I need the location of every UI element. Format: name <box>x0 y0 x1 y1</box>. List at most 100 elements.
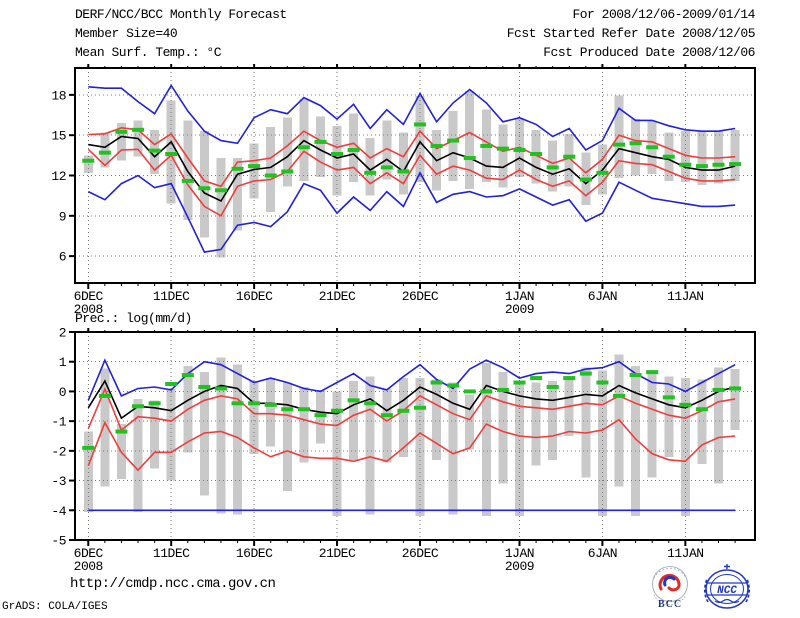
ensemble-spread-bar <box>714 367 724 484</box>
x-tick-label: 11DEC <box>153 546 190 561</box>
ensemble-spread-bar <box>233 158 243 231</box>
series-lower-quartile <box>87 148 736 217</box>
bcc-logo-bottom-text-arc <box>653 594 687 606</box>
ensemble-spread-bar <box>448 382 458 515</box>
ncc-logo-wreath-left <box>703 578 709 603</box>
x-tick-label: 26DEC <box>402 289 439 304</box>
x-tick-label: 11JAN <box>667 546 704 561</box>
ensemble-spread-bar <box>216 158 226 258</box>
header-left: DERF/NCC/BCC Monthly Forecast Member Siz… <box>75 5 287 62</box>
ncc-logo-band <box>707 582 747 596</box>
produced-date-label: Fcst Produced Date 2008/12/06 <box>543 45 755 60</box>
y-tick-label: -4 <box>51 504 66 519</box>
ensemble-spread-bar <box>597 370 607 517</box>
series-lower-quartile <box>87 418 736 472</box>
ensemble-spread-bar <box>730 129 740 181</box>
source-url: http://cmdp.ncc.cma.gov.cn <box>70 576 276 592</box>
x-tick-label: 16DEC <box>236 289 273 304</box>
y-tick-label: 12 <box>51 169 66 184</box>
series-ensemble-max <box>87 358 736 401</box>
ensemble-spread-bar <box>680 378 690 517</box>
ensemble-spread-bar <box>100 132 110 168</box>
ensemble-spread-bar <box>514 382 524 517</box>
y-tick-label: -2 <box>51 444 66 459</box>
x-tick-label: 21DEC <box>319 289 356 304</box>
x-tick-label: 21DEC <box>319 546 356 561</box>
y-tick-label: 18 <box>51 88 66 103</box>
bcc-logo-text: BCC <box>658 599 682 610</box>
y-tick-label: -3 <box>51 474 66 489</box>
plot-frame <box>74 67 756 284</box>
y-tick-label: 15 <box>51 129 66 144</box>
ncc-logo-globe-inner <box>710 574 744 604</box>
ncc-logo: NCC <box>703 564 751 609</box>
ensemble-spread-bar <box>415 378 425 517</box>
ensemble-spread-bar <box>249 143 259 199</box>
series-ensemble-median <box>87 379 736 420</box>
ensemble-spread-bar <box>465 394 475 450</box>
grads-credit: GrADS: COLA/IGES <box>2 601 108 613</box>
ncc-logo-text: NCC <box>717 585 737 597</box>
x-year-label: 2008 <box>74 302 103 313</box>
ensemble-spread-bar <box>299 386 309 463</box>
ncc-logo-ornament <box>724 564 730 569</box>
x-tick-label: 1JAN <box>505 289 534 304</box>
ensemble-spread-bar <box>631 366 641 517</box>
ensemble-spread-bar <box>315 116 325 177</box>
ensemble-spread-bar <box>647 373 657 478</box>
x-year-label: 2008 <box>74 559 103 574</box>
ensemble-spread-bar <box>365 137 375 196</box>
plot-title: DERF/NCC/BCC Monthly Forecast <box>75 7 287 22</box>
y-tick-label: 0 <box>59 385 66 400</box>
y-tick-label: -5 <box>51 534 66 549</box>
series-ensemble-min <box>87 171 736 253</box>
ensemble-spread-bar <box>531 129 541 184</box>
y-tick-label: -1 <box>51 415 66 430</box>
ensemble-spread-bar <box>531 382 541 466</box>
bcc-logo-blue-swirl <box>663 575 676 587</box>
ncc-logo-globe <box>705 569 749 609</box>
ensemble-spread-bar <box>199 131 209 238</box>
ensemble-spread-bar <box>498 372 508 484</box>
ensemble-spread-bar <box>116 123 126 161</box>
ensemble-spread-bar <box>83 431 93 512</box>
x-tick-label: 6DEC <box>74 546 104 561</box>
temp-variable-label: Mean Surf. Temp.: °C <box>75 45 222 60</box>
y-tick-label: 2 <box>59 326 66 341</box>
y-tick-label: 1 <box>59 355 67 370</box>
x-tick-label: 11JAN <box>667 289 704 304</box>
x-tick-label: 16DEC <box>236 546 273 561</box>
bcc-logo-red-swirl <box>658 573 681 592</box>
y-tick-label: 6 <box>59 250 66 265</box>
ensemble-spread-bar <box>498 124 508 188</box>
ensemble-spread-bar <box>398 378 408 457</box>
bcc-logo-char-ring <box>653 567 687 579</box>
ensemble-spread-bar <box>100 368 110 487</box>
ensemble-spread-bar <box>365 376 375 515</box>
ensemble-spread-bar <box>349 113 359 183</box>
series-upper-quartile <box>87 386 736 432</box>
x-tick-label: 11DEC <box>153 289 190 304</box>
ensemble-spread-bar <box>631 119 641 176</box>
x-tick-label: 1JAN <box>505 546 534 561</box>
ensemble-spread-bar <box>382 388 392 463</box>
x-year-label: 2009 <box>505 559 534 574</box>
header-right: For 2008/12/06-2009/01/14 Fcst Started R… <box>507 5 756 62</box>
ensemble-spread-bar <box>432 379 442 460</box>
series-ensemble-max <box>88 83 736 152</box>
ensemble-spread-bar <box>564 133 574 187</box>
ensemble-spread-bar <box>249 381 259 454</box>
x-year-label: 2009 <box>505 302 534 313</box>
ensemble-spread-bar <box>166 388 176 481</box>
ncc-logo-wreath-right <box>745 578 751 603</box>
ensemble-spread-bar <box>581 367 591 478</box>
y-tick-label: 9 <box>59 209 66 224</box>
ensemble-spread-bar <box>481 363 491 517</box>
ensemble-spread-bar <box>282 117 292 187</box>
ensemble-spread-bar <box>216 357 226 514</box>
precip-variable-label: Prec.: log(mm/d) <box>75 311 192 326</box>
ensemble-spread-bar <box>332 391 342 517</box>
ensemble-spread-bar <box>349 381 359 460</box>
ensemble-spread-bar <box>233 364 243 515</box>
